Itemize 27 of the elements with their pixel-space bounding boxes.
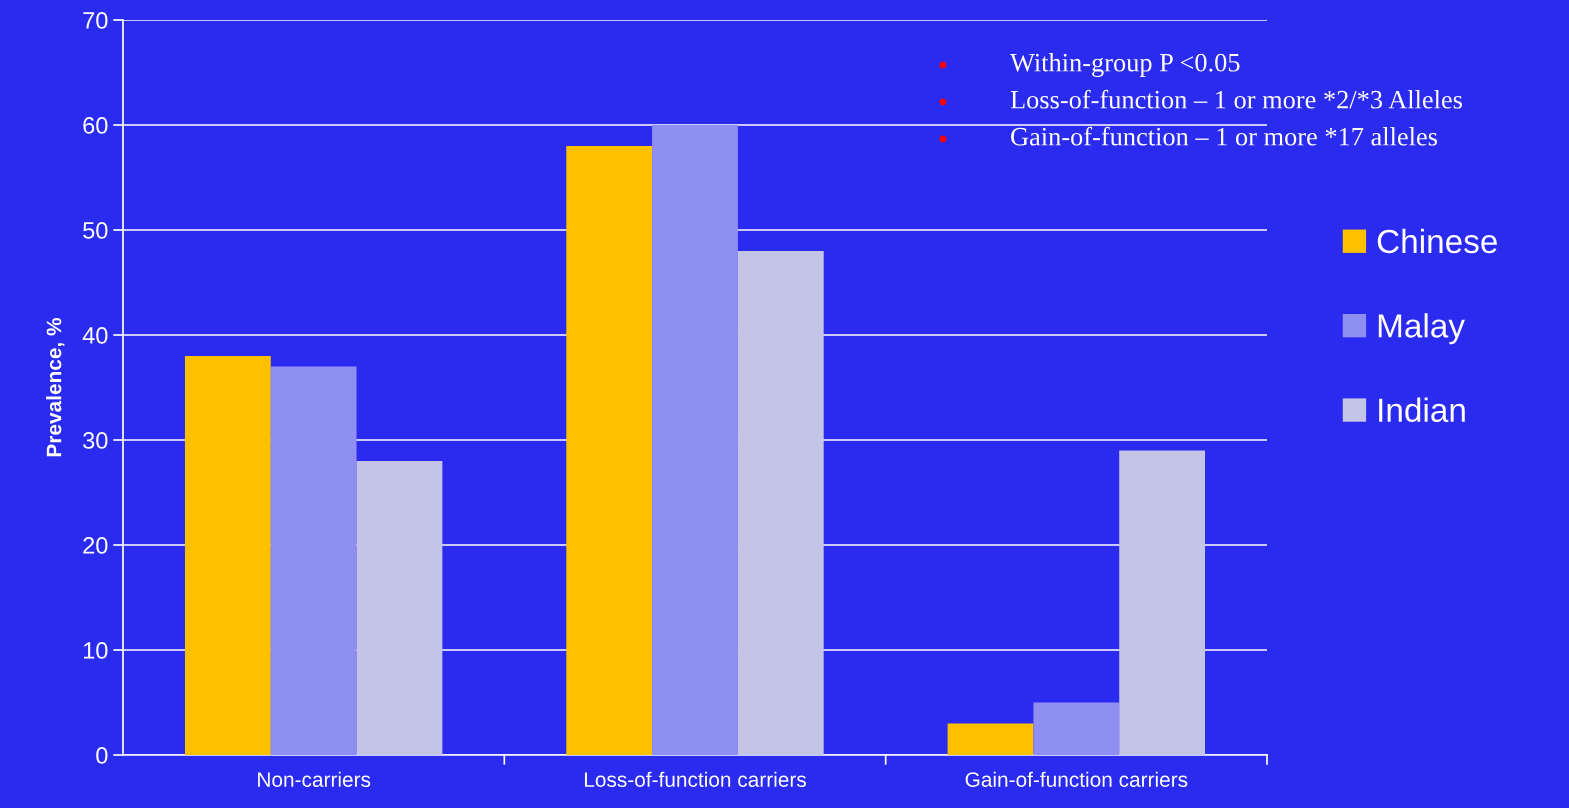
legend-label: Indian	[1379, 397, 1465, 423]
bar	[270, 366, 357, 755]
y-tick-label: 50	[83, 222, 108, 239]
annotation: Within-group P <0.05	[1010, 53, 1240, 77]
bar	[1119, 450, 1206, 755]
x-tick-label: Loss-of-function carriers	[584, 771, 806, 787]
x-tick-label: Gain-of-function carriers	[965, 771, 1188, 787]
y-tick-label: 70	[83, 12, 108, 29]
x-tick-label: Non-carriers	[258, 771, 371, 787]
bar	[356, 461, 443, 755]
y-tick-label: 0	[96, 747, 108, 764]
bar	[652, 125, 738, 755]
y-tick-label: 10	[83, 642, 108, 659]
y-tick-label: 30	[83, 432, 108, 449]
legend-label: Chinese	[1377, 228, 1497, 254]
y-axis-title: Prevalence, %	[46, 317, 65, 457]
bar	[947, 723, 1034, 755]
y-tick-label: 20	[83, 537, 108, 554]
bar	[737, 251, 824, 755]
y-tick-label: 60	[83, 117, 108, 134]
bar	[184, 356, 271, 755]
legend-label: Malay	[1378, 313, 1465, 345]
bar	[566, 146, 653, 755]
bar	[1033, 702, 1120, 755]
y-tick-label: 40	[82, 327, 108, 344]
annotation: Loss-of-function – 1 or more *2/*3 Alleles	[1010, 89, 1462, 109]
annotation: Gain-of-function – 1 or more *17 alleles	[1011, 126, 1437, 146]
